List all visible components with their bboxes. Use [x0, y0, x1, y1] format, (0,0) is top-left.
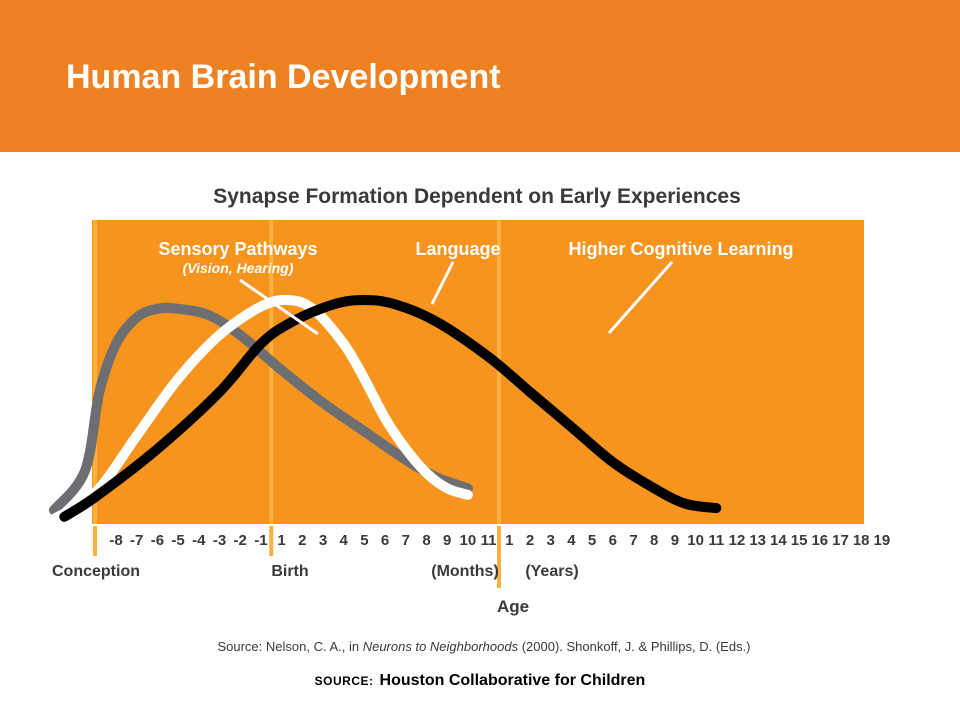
- x-tick-label: 13: [749, 532, 766, 549]
- x-tick-label: 15: [791, 532, 808, 549]
- series-curve-sensory-pathways: [48, 302, 473, 516]
- x-tick-label: -2: [234, 532, 247, 549]
- label-sensory-sublabel: (Vision, Hearing): [183, 260, 294, 276]
- x-tick-label: 9: [443, 532, 451, 549]
- x-tick-label: 11: [481, 532, 497, 549]
- x-tick-label: 4: [567, 532, 576, 549]
- leader-line-cognitive: [607, 261, 674, 334]
- x-tick-label: -6: [151, 532, 164, 549]
- x-tick-label: 7: [629, 532, 637, 549]
- x-tick-label: 1: [505, 532, 513, 549]
- x-tick-label: -7: [130, 532, 143, 549]
- leader-line-language: [430, 261, 455, 305]
- marker-conception: Conception: [52, 563, 140, 580]
- x-tick-label: 5: [588, 532, 596, 549]
- x-tick-label: 9: [671, 532, 679, 549]
- x-tick-label: 14: [770, 532, 787, 549]
- x-tick-label: -1: [254, 532, 267, 549]
- x-tick-label: 19: [874, 532, 891, 549]
- leader-line-sensory: [239, 278, 319, 336]
- x-tick-label: 8: [422, 532, 430, 549]
- marker-months: (Months): [431, 563, 499, 580]
- x-axis-label: Age: [497, 597, 529, 616]
- x-tick-label: 16: [811, 532, 828, 549]
- citation-title: Neurons to Neighborhoods: [363, 639, 519, 654]
- x-tick-label: 2: [298, 532, 306, 549]
- x-tick-label: -3: [213, 532, 226, 549]
- slide-source: SOURCE: Houston Collaborative for Childre…: [0, 672, 960, 690]
- x-tick-label: 4: [340, 532, 349, 549]
- x-tick-label: 17: [832, 532, 849, 549]
- chart-title: Synapse Formation Dependent on Early Exp…: [213, 185, 741, 208]
- plot-area: [92, 220, 864, 525]
- label-sensory-pathways: Sensory Pathways: [158, 239, 317, 259]
- label-language: Language: [415, 239, 500, 259]
- x-tick-label: 10: [460, 532, 477, 549]
- x-tick-label: 5: [360, 532, 368, 549]
- x-tick-label: 3: [319, 532, 327, 549]
- citation-prefix: Source: Nelson, C. A., in: [217, 639, 362, 654]
- x-tick-label: 6: [381, 532, 389, 549]
- citation-suffix: (2000). Shonkoff, J. & Phillips, D. (Eds…: [518, 639, 750, 654]
- chart-citation: Source: Nelson, C. A., in Neurons to Nei…: [217, 639, 750, 654]
- x-tick-label: 12: [729, 532, 746, 549]
- source-prefix: SOURCE:: [314, 674, 374, 688]
- x-tick-label: -8: [109, 532, 122, 549]
- source-text: Houston Collaborative for Children: [379, 672, 646, 689]
- x-tick-label: 18: [853, 532, 870, 549]
- x-tick-label: 10: [687, 532, 704, 549]
- x-tick-label: 6: [609, 532, 617, 549]
- marker-birth: Birth: [271, 563, 308, 580]
- marker-years: (Years): [525, 563, 578, 580]
- x-tick-label: 8: [650, 532, 658, 549]
- series-curve-higher-cognitive-learning: [59, 295, 722, 522]
- x-tick-label: -4: [192, 532, 206, 549]
- x-tick-label: 3: [547, 532, 555, 549]
- slide-title: Human Brain Development: [66, 58, 501, 96]
- label-higher-cognitive-learning: Higher Cognitive Learning: [568, 239, 793, 259]
- x-tick-label: 7: [402, 532, 410, 549]
- x-tick-label: 1: [277, 532, 285, 549]
- x-tick-label: 2: [526, 532, 534, 549]
- x-tick-label: -5: [171, 532, 184, 549]
- synapse-formation-chart: Synapse Formation Dependent on Early Exp…: [48, 185, 891, 654]
- x-tick-label: 11: [708, 532, 724, 549]
- title-bar: Human Brain Development: [0, 0, 960, 152]
